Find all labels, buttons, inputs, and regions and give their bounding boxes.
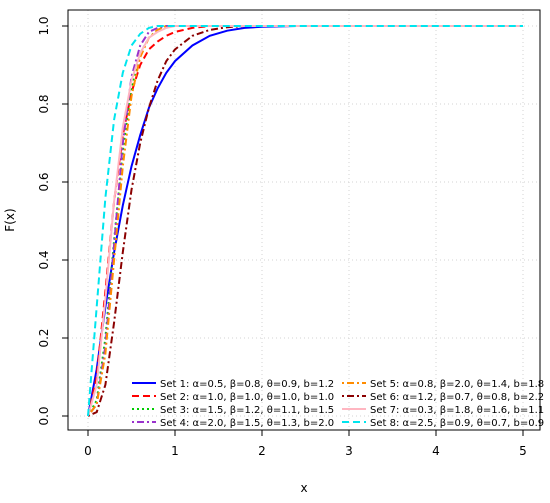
- series-line-1: [87, 25, 523, 417]
- series-line-2: [87, 25, 523, 417]
- series-line-3: [87, 25, 523, 417]
- x-tick-label: 0: [84, 444, 92, 458]
- x-axis-label: x: [300, 481, 307, 495]
- series-line-5: [87, 25, 523, 417]
- legend-label-1: Set 1: α=0.5, β=0.8, θ=0.9, b=1.2: [160, 379, 334, 390]
- y-tick-label: 0.0: [37, 406, 51, 425]
- legend-label-6: Set 6: α=1.2, β=0.7, θ=0.8, b=2.2: [370, 392, 544, 403]
- x-tick-label: 5: [519, 444, 527, 458]
- x-tick-label: 2: [258, 444, 266, 458]
- legend-label-7: Set 7: α=0.3, β=1.8, θ=1.6, b=1.1: [370, 405, 544, 416]
- x-tick-label: 1: [171, 444, 179, 458]
- series-line-7: [87, 25, 523, 417]
- y-tick-label: 0.6: [37, 172, 51, 191]
- x-tick-label: 4: [432, 444, 440, 458]
- y-tick-label: 0.8: [37, 94, 51, 113]
- plot-frame: [67, 9, 541, 431]
- y-tick-label: 0.4: [37, 250, 51, 269]
- series-line-6: [87, 25, 523, 417]
- x-tick-label: 3: [345, 444, 353, 458]
- grid: [68, 10, 540, 430]
- legend-label-3: Set 3: α=1.5, β=1.2, θ=1.1, b=1.5: [160, 405, 334, 416]
- legend-label-5: Set 5: α=0.8, β=2.0, θ=1.4, b=1.8: [370, 379, 544, 390]
- x-axis: 0 1 2 3 4 5: [84, 430, 527, 458]
- series-line-4: [87, 25, 523, 417]
- series-lines: [87, 25, 523, 417]
- legend-label-4: Set 4: α=2.0, β=1.5, θ=1.3, b=2.0: [160, 418, 334, 429]
- legend-label-2: Set 2: α=1.0, β=1.0, θ=1.0, b=1.0: [160, 392, 334, 403]
- y-axis-label: F(x): [3, 208, 17, 231]
- series-line-8: [87, 25, 523, 417]
- y-axis: 0.0 0.2 0.4 0.6 0.8 1.0: [37, 16, 68, 426]
- y-tick-label: 1.0: [37, 16, 51, 35]
- legend: Set 1: α=0.5, β=0.8, θ=0.9, b=1.2 Set 2: …: [132, 379, 544, 429]
- y-tick-label: 0.2: [37, 328, 51, 347]
- legend-label-8: Set 8: α=2.5, β=0.9, θ=0.7, b=0.9: [370, 418, 544, 429]
